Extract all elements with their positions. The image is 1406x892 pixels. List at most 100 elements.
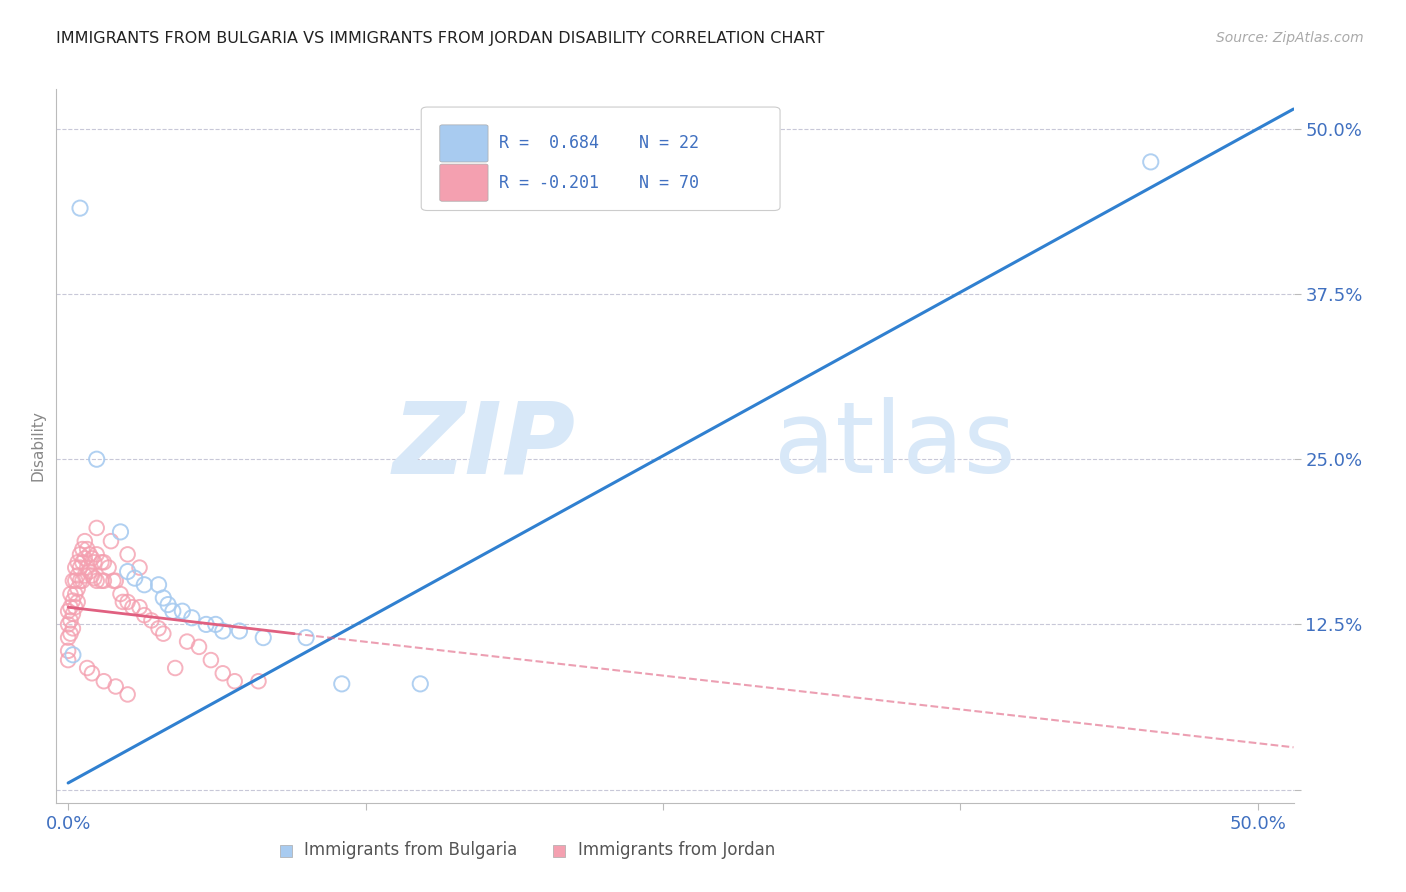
Point bbox=[56, 653, 79, 667]
Point bbox=[165, 661, 187, 675]
Text: Source: ZipAtlas.com: Source: ZipAtlas.com bbox=[1216, 31, 1364, 45]
Point bbox=[69, 201, 91, 215]
Point bbox=[90, 574, 112, 588]
Point bbox=[117, 595, 139, 609]
Point bbox=[172, 604, 194, 618]
Point bbox=[76, 542, 98, 557]
Text: R =  0.684    N = 22: R = 0.684 N = 22 bbox=[499, 135, 699, 153]
Point bbox=[62, 574, 84, 588]
Point bbox=[65, 587, 87, 601]
Point bbox=[117, 547, 139, 561]
Point bbox=[111, 595, 134, 609]
Point bbox=[188, 640, 211, 654]
Point bbox=[247, 674, 270, 689]
Text: ZIP: ZIP bbox=[392, 398, 576, 494]
Point bbox=[56, 631, 79, 645]
Point bbox=[228, 624, 250, 638]
Point bbox=[141, 614, 163, 628]
Point bbox=[65, 560, 87, 574]
Point bbox=[204, 617, 226, 632]
Point bbox=[211, 624, 233, 638]
Point bbox=[330, 677, 353, 691]
FancyBboxPatch shape bbox=[440, 125, 488, 162]
Point bbox=[73, 534, 96, 549]
Point bbox=[93, 574, 115, 588]
Point bbox=[97, 560, 120, 574]
Point bbox=[66, 582, 89, 596]
Point bbox=[152, 626, 174, 640]
Text: atlas: atlas bbox=[773, 398, 1015, 494]
Point bbox=[72, 555, 94, 569]
Point bbox=[195, 617, 218, 632]
Point bbox=[252, 631, 274, 645]
Point bbox=[103, 574, 125, 588]
Point bbox=[79, 565, 101, 579]
Point bbox=[117, 688, 139, 702]
Point bbox=[65, 600, 87, 615]
Point bbox=[80, 666, 103, 681]
Point bbox=[86, 521, 108, 535]
Point bbox=[69, 547, 91, 561]
Point bbox=[128, 560, 150, 574]
Point bbox=[117, 565, 139, 579]
Point bbox=[79, 547, 101, 561]
Point bbox=[62, 621, 84, 635]
Point bbox=[72, 542, 94, 557]
Point bbox=[90, 555, 112, 569]
Text: R = -0.201    N = 70: R = -0.201 N = 70 bbox=[499, 174, 699, 192]
Point bbox=[56, 617, 79, 632]
Point bbox=[121, 600, 143, 615]
Point bbox=[69, 560, 91, 574]
Point bbox=[73, 568, 96, 582]
Point bbox=[59, 587, 82, 601]
Point bbox=[93, 555, 115, 569]
Point bbox=[104, 680, 127, 694]
Legend: Immigrants from Bulgaria, Immigrants from Jordan: Immigrants from Bulgaria, Immigrants fro… bbox=[271, 835, 782, 866]
Point bbox=[148, 621, 170, 635]
Point bbox=[124, 571, 146, 585]
Point bbox=[59, 614, 82, 628]
FancyBboxPatch shape bbox=[422, 107, 780, 211]
Point bbox=[76, 560, 98, 574]
Y-axis label: Disability: Disability bbox=[30, 410, 45, 482]
Point bbox=[128, 600, 150, 615]
Point bbox=[72, 574, 94, 588]
Point bbox=[69, 574, 91, 588]
Text: IMMIGRANTS FROM BULGARIA VS IMMIGRANTS FROM JORDAN DISABILITY CORRELATION CHART: IMMIGRANTS FROM BULGARIA VS IMMIGRANTS F… bbox=[56, 31, 824, 46]
Point bbox=[62, 648, 84, 662]
Point bbox=[104, 574, 127, 588]
Point bbox=[80, 568, 103, 582]
Point bbox=[295, 631, 318, 645]
Point bbox=[409, 677, 432, 691]
Point bbox=[80, 551, 103, 566]
Point bbox=[110, 587, 132, 601]
Point bbox=[76, 661, 98, 675]
Point bbox=[93, 674, 115, 689]
Point bbox=[62, 607, 84, 621]
Point bbox=[59, 600, 82, 615]
Point bbox=[180, 611, 202, 625]
Point bbox=[134, 578, 156, 592]
Point bbox=[83, 555, 105, 569]
Point bbox=[59, 626, 82, 640]
Point bbox=[83, 571, 105, 585]
Point bbox=[224, 674, 246, 689]
Point bbox=[56, 644, 79, 658]
Point bbox=[110, 524, 132, 539]
Point bbox=[66, 555, 89, 569]
Point bbox=[56, 604, 79, 618]
Point bbox=[162, 604, 184, 618]
Point bbox=[86, 547, 108, 561]
Point bbox=[152, 591, 174, 605]
Point bbox=[1139, 154, 1161, 169]
Point bbox=[176, 634, 198, 648]
Point bbox=[148, 578, 170, 592]
Point bbox=[65, 574, 87, 588]
Point bbox=[66, 595, 89, 609]
Point bbox=[73, 551, 96, 566]
Point bbox=[86, 452, 108, 467]
Point bbox=[157, 598, 180, 612]
Point bbox=[134, 608, 156, 623]
Point bbox=[100, 534, 122, 549]
Point bbox=[200, 653, 222, 667]
